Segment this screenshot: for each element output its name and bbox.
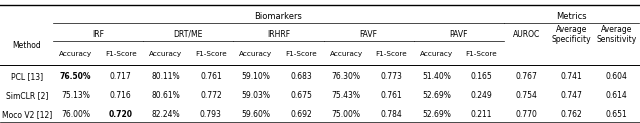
Text: F1-Score: F1-Score xyxy=(195,51,227,56)
Text: 0.793: 0.793 xyxy=(200,110,222,119)
Text: 0.741: 0.741 xyxy=(561,72,582,81)
Text: 0.683: 0.683 xyxy=(290,72,312,81)
Text: DRT/ME: DRT/ME xyxy=(173,30,203,39)
Text: Accuracy: Accuracy xyxy=(239,51,273,56)
Text: 0.211: 0.211 xyxy=(471,110,492,119)
Text: Method: Method xyxy=(12,41,41,50)
Text: IRF: IRF xyxy=(92,30,104,39)
Text: Accuracy: Accuracy xyxy=(420,51,453,56)
Text: 0.747: 0.747 xyxy=(561,91,582,100)
Text: 0.717: 0.717 xyxy=(110,72,132,81)
Text: F1-Score: F1-Score xyxy=(285,51,317,56)
Text: 76.00%: 76.00% xyxy=(61,110,90,119)
Text: IRHRF: IRHRF xyxy=(267,30,290,39)
Text: 82.24%: 82.24% xyxy=(152,110,180,119)
Text: 0.651: 0.651 xyxy=(606,110,628,119)
Text: 0.767: 0.767 xyxy=(516,72,538,81)
Text: 0.614: 0.614 xyxy=(606,91,628,100)
Text: 0.249: 0.249 xyxy=(470,91,492,100)
Text: Average
Sensitivity: Average Sensitivity xyxy=(596,25,637,44)
Text: 0.761: 0.761 xyxy=(200,72,221,81)
Text: 0.675: 0.675 xyxy=(290,91,312,100)
Text: 0.692: 0.692 xyxy=(290,110,312,119)
Text: SimCLR [2]: SimCLR [2] xyxy=(6,91,48,100)
Text: 51.40%: 51.40% xyxy=(422,72,451,81)
Text: 80.61%: 80.61% xyxy=(152,91,180,100)
Text: Accuracy: Accuracy xyxy=(330,51,363,56)
Text: 0.604: 0.604 xyxy=(606,72,628,81)
Text: 76.30%: 76.30% xyxy=(332,72,361,81)
Text: 59.60%: 59.60% xyxy=(241,110,271,119)
Text: Average
Specificity: Average Specificity xyxy=(552,25,591,44)
Text: 75.13%: 75.13% xyxy=(61,91,90,100)
Text: 80.11%: 80.11% xyxy=(152,72,180,81)
Text: 0.754: 0.754 xyxy=(516,91,538,100)
Text: 76.50%: 76.50% xyxy=(60,72,92,81)
Text: 59.10%: 59.10% xyxy=(241,72,271,81)
Text: PCL [13]: PCL [13] xyxy=(11,72,43,81)
Text: 0.762: 0.762 xyxy=(561,110,582,119)
Text: 59.03%: 59.03% xyxy=(241,91,271,100)
Text: 75.00%: 75.00% xyxy=(332,110,361,119)
Text: 0.770: 0.770 xyxy=(516,110,538,119)
Text: Accuracy: Accuracy xyxy=(59,51,92,56)
Text: FAVF: FAVF xyxy=(360,30,378,39)
Text: Metrics: Metrics xyxy=(556,12,587,21)
Text: 0.716: 0.716 xyxy=(110,91,132,100)
Text: 0.165: 0.165 xyxy=(470,72,492,81)
Text: 0.772: 0.772 xyxy=(200,91,221,100)
Text: 0.720: 0.720 xyxy=(109,110,132,119)
Text: F1-Score: F1-Score xyxy=(105,51,136,56)
Text: PAVF: PAVF xyxy=(450,30,468,39)
Text: F1-Score: F1-Score xyxy=(466,51,497,56)
Text: 75.43%: 75.43% xyxy=(332,91,361,100)
Text: Biomarkers: Biomarkers xyxy=(255,12,303,21)
Text: Moco V2 [12]: Moco V2 [12] xyxy=(2,110,52,119)
Text: 0.773: 0.773 xyxy=(380,72,402,81)
Text: 0.784: 0.784 xyxy=(380,110,402,119)
Text: 52.69%: 52.69% xyxy=(422,91,451,100)
Text: Accuracy: Accuracy xyxy=(149,51,182,56)
Text: 52.69%: 52.69% xyxy=(422,110,451,119)
Text: 0.761: 0.761 xyxy=(380,91,402,100)
Text: AUROC: AUROC xyxy=(513,30,540,39)
Text: F1-Score: F1-Score xyxy=(376,51,407,56)
